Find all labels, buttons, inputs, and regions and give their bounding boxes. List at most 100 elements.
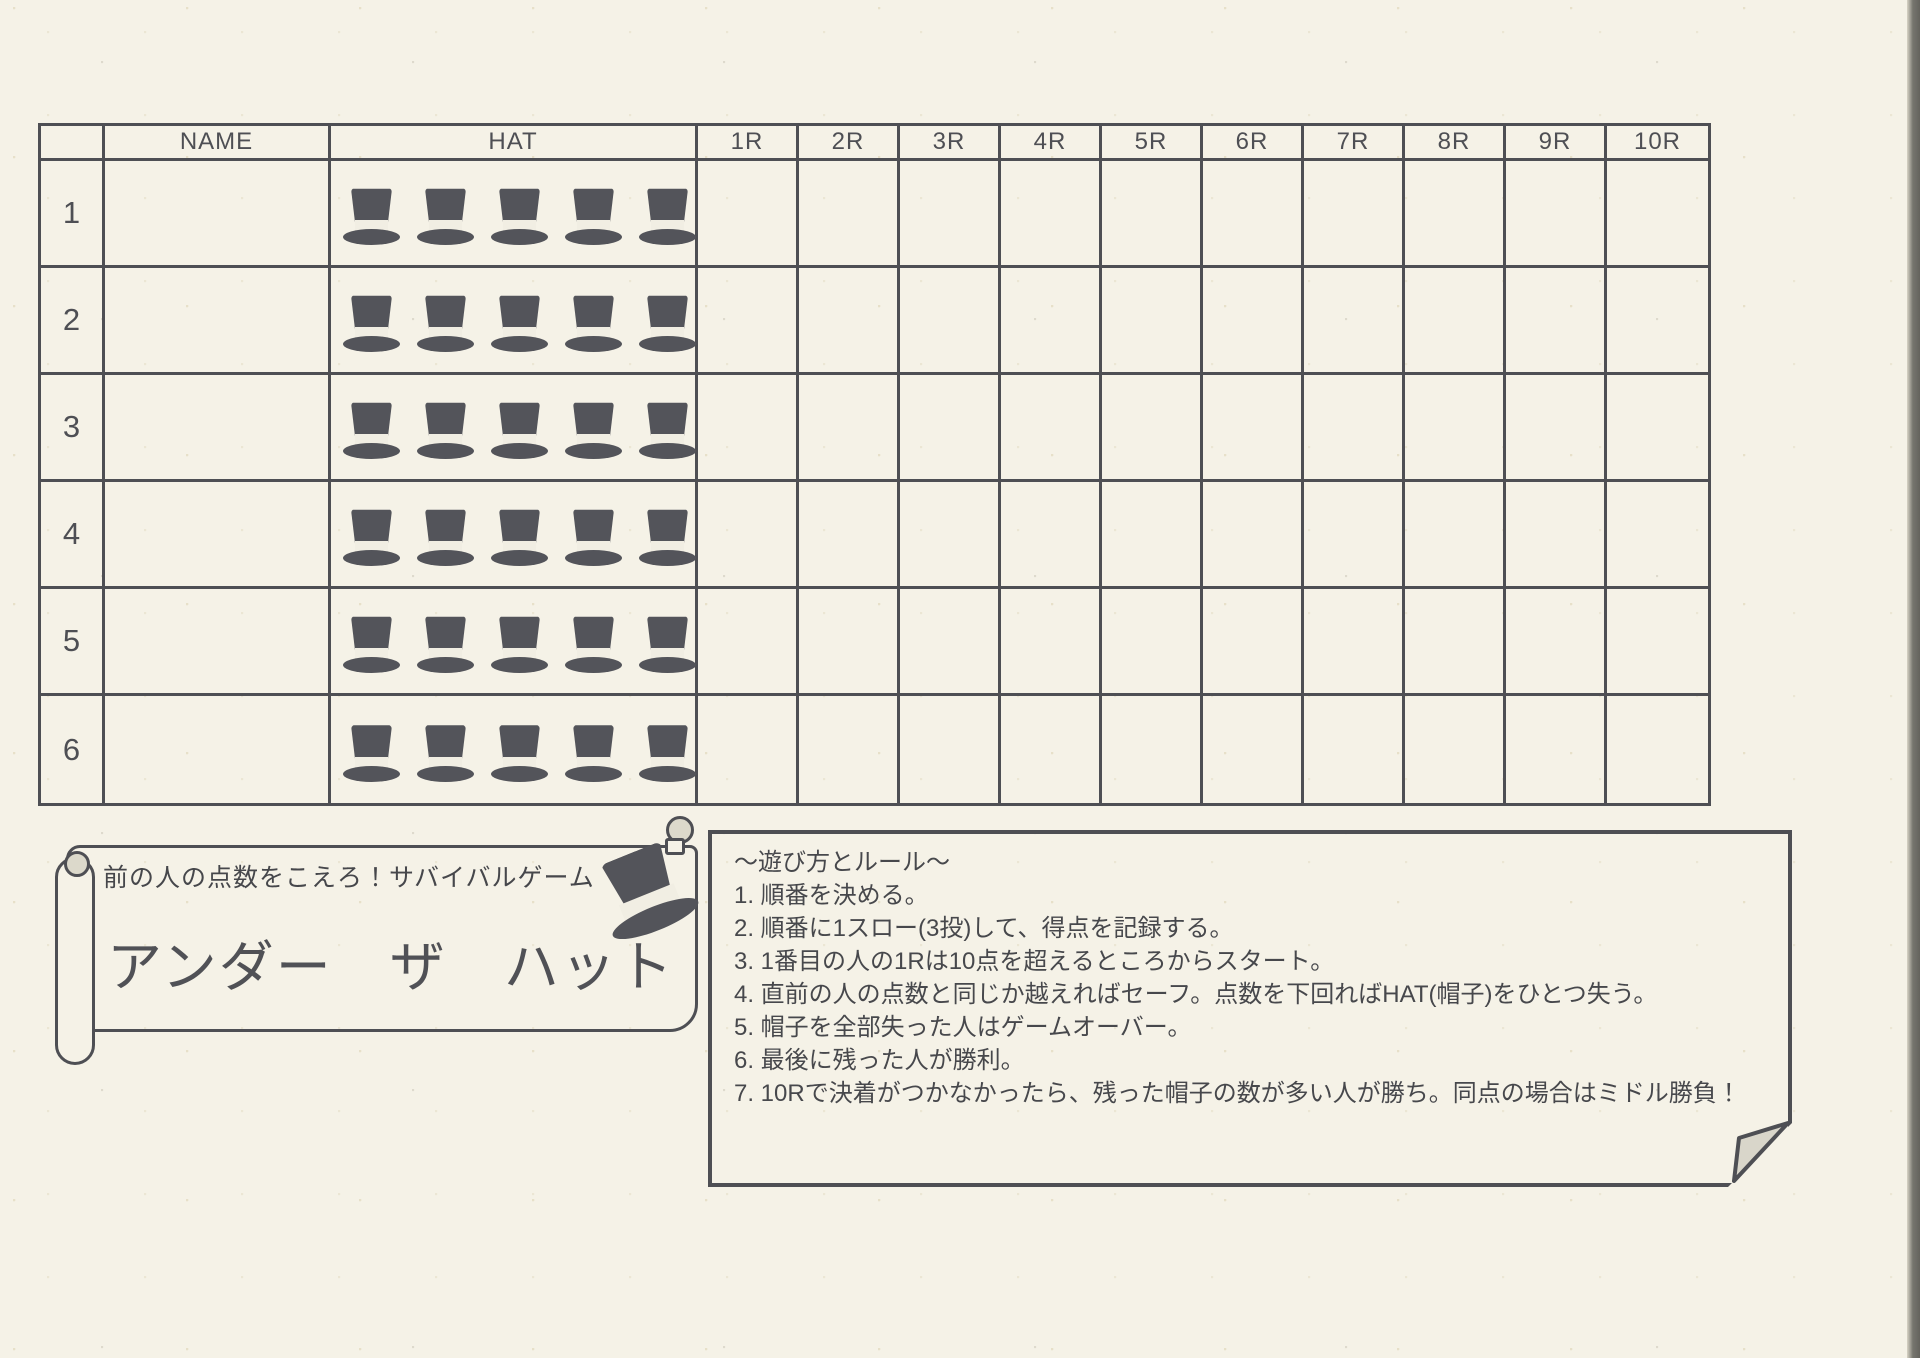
round-score-cell bbox=[1405, 161, 1506, 268]
round-score-cell bbox=[1203, 696, 1304, 803]
round-header-10r: 10R bbox=[1607, 126, 1708, 161]
round-header-8r: 8R bbox=[1405, 126, 1506, 161]
rule-item-3: 3. 1番目の人の1Rは10点を超えるところからスタート。 bbox=[734, 948, 1335, 975]
round-score-cell bbox=[1203, 589, 1304, 696]
rules-title: 〜遊び方とルール〜 bbox=[734, 849, 950, 876]
round-score-cell bbox=[799, 482, 900, 589]
round-score-cell bbox=[1102, 375, 1203, 482]
round-score-cell bbox=[1304, 268, 1405, 375]
round-score-cell bbox=[698, 268, 799, 375]
round-score-cell bbox=[1102, 696, 1203, 803]
top-hat-icon bbox=[491, 508, 548, 566]
top-hat-icon bbox=[343, 187, 400, 245]
rule-item-5: 5. 帽子を全部失った人はゲームオーバー。 bbox=[734, 1014, 1192, 1041]
rule-item-4: 4. 直前の人の点数と同じか越えればセーフ。点数を下回ればHAT(帽子)をひとつ… bbox=[734, 981, 1658, 1008]
corner-header-cell bbox=[41, 126, 105, 161]
top-hat-icon bbox=[417, 401, 474, 459]
hat-cell bbox=[331, 375, 698, 482]
top-hat-icon bbox=[417, 724, 474, 782]
round-score-cell bbox=[1506, 375, 1607, 482]
round-score-cell bbox=[1001, 268, 1102, 375]
top-hat-icon bbox=[639, 724, 696, 782]
round-score-cell bbox=[1506, 589, 1607, 696]
round-score-cell bbox=[1001, 375, 1102, 482]
round-header-9r: 9R bbox=[1506, 126, 1607, 161]
top-hat-icon bbox=[491, 401, 548, 459]
round-score-cell bbox=[900, 696, 1001, 803]
top-hat-icon bbox=[639, 187, 696, 245]
name-cell bbox=[105, 696, 331, 803]
top-hat-icon bbox=[565, 615, 622, 673]
round-score-cell bbox=[1506, 161, 1607, 268]
round-score-cell bbox=[1203, 375, 1304, 482]
top-hat-icon bbox=[343, 401, 400, 459]
round-score-cell bbox=[1304, 375, 1405, 482]
round-score-cell bbox=[1102, 161, 1203, 268]
folded-corner-icon bbox=[1728, 1121, 1792, 1187]
round-score-cell bbox=[1506, 696, 1607, 803]
player-number: 2 bbox=[41, 268, 105, 375]
round-score-cell bbox=[900, 589, 1001, 696]
name-column-header: NAME bbox=[105, 126, 331, 161]
round-score-cell bbox=[1304, 589, 1405, 696]
round-score-cell bbox=[1607, 161, 1708, 268]
round-score-cell bbox=[1405, 268, 1506, 375]
rule-item-2: 2. 順番に1スロー(3投)して、得点を記録する。 bbox=[734, 915, 1234, 942]
rule-item-7: 7. 10Rで決着がつかなかったら、残った帽子の数が多い人が勝ち。同点の場合はミ… bbox=[734, 1080, 1741, 1107]
name-cell bbox=[105, 268, 331, 375]
top-hat-icon bbox=[639, 615, 696, 673]
round-score-cell bbox=[799, 589, 900, 696]
round-score-cell bbox=[1102, 482, 1203, 589]
top-hat-icon bbox=[491, 615, 548, 673]
round-score-cell bbox=[1001, 161, 1102, 268]
round-score-cell bbox=[900, 375, 1001, 482]
top-hat-icon bbox=[639, 294, 696, 352]
game-title: アンダー ザ ハット bbox=[107, 936, 675, 998]
round-score-cell bbox=[799, 696, 900, 803]
round-header-6r: 6R bbox=[1203, 126, 1304, 161]
round-score-cell bbox=[1304, 482, 1405, 589]
hat-cell bbox=[331, 268, 698, 375]
top-hat-icon bbox=[491, 294, 548, 352]
top-hat-icon bbox=[565, 724, 622, 782]
round-score-cell bbox=[1607, 482, 1708, 589]
round-score-cell bbox=[1203, 482, 1304, 589]
round-score-cell bbox=[900, 268, 1001, 375]
round-header-3r: 3R bbox=[900, 126, 1001, 161]
banner-left-scroll-roll bbox=[55, 857, 95, 1065]
round-score-cell bbox=[1607, 696, 1708, 803]
hat-cell bbox=[331, 589, 698, 696]
round-score-cell bbox=[799, 375, 900, 482]
banner-left-curl-icon bbox=[64, 851, 90, 877]
scan-edge-shadow bbox=[1907, 0, 1920, 1358]
round-score-cell bbox=[799, 268, 900, 375]
top-hat-icon bbox=[417, 294, 474, 352]
round-score-cell bbox=[698, 375, 799, 482]
round-score-cell bbox=[1203, 268, 1304, 375]
top-hat-icon bbox=[565, 401, 622, 459]
round-score-cell bbox=[1102, 268, 1203, 375]
top-hat-icon bbox=[565, 294, 622, 352]
top-hat-icon bbox=[343, 294, 400, 352]
round-score-cell bbox=[1607, 268, 1708, 375]
round-score-cell bbox=[1304, 696, 1405, 803]
round-score-cell bbox=[698, 589, 799, 696]
round-score-cell bbox=[1506, 268, 1607, 375]
player-number: 5 bbox=[41, 589, 105, 696]
hat-column-header: HAT bbox=[331, 126, 698, 161]
player-number: 1 bbox=[41, 161, 105, 268]
round-score-cell bbox=[1405, 375, 1506, 482]
top-hat-icon bbox=[343, 615, 400, 673]
round-score-cell bbox=[1304, 161, 1405, 268]
rule-item-1: 1. 順番を決める。 bbox=[734, 882, 929, 909]
round-score-cell bbox=[1102, 589, 1203, 696]
top-hat-icon bbox=[491, 724, 548, 782]
round-score-cell bbox=[1607, 589, 1708, 696]
round-header-4r: 4R bbox=[1001, 126, 1102, 161]
round-score-cell bbox=[1506, 482, 1607, 589]
top-hat-icon bbox=[565, 187, 622, 245]
top-hat-icon bbox=[491, 187, 548, 245]
round-score-cell bbox=[1405, 589, 1506, 696]
player-number: 4 bbox=[41, 482, 105, 589]
